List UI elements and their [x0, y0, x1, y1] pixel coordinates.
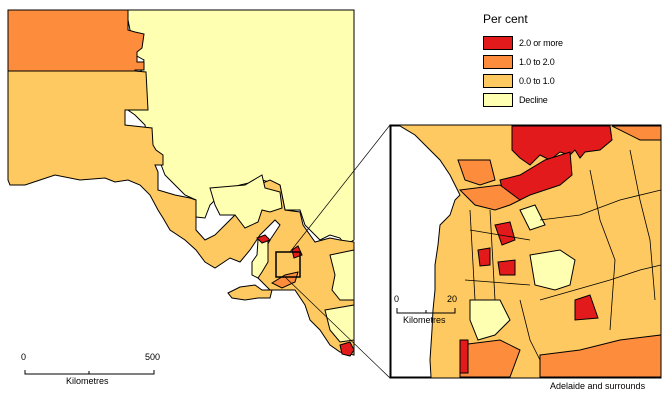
region-west: [7, 70, 355, 356]
inset-scale-unit: Kilometres: [403, 315, 446, 325]
inset-map: [389, 124, 662, 379]
inset-decline-center: [529, 249, 576, 291]
legend-swatch-yellow: [483, 92, 513, 107]
inset-boundaries: [464, 149, 662, 361]
legend-item-2-plus: 2.0 or more: [483, 33, 563, 52]
inset-decline-south: [469, 299, 511, 341]
region-red-southeast: [339, 341, 355, 357]
region-red-port: [256, 234, 271, 244]
inset-red-2: [477, 247, 491, 267]
inset-scale-bar: [396, 308, 456, 314]
region-yorke-decline: [251, 237, 269, 279]
legend-label: 0.0 to 1.0: [519, 75, 555, 86]
inset-scale-start: 0: [394, 294, 400, 304]
main-scale-start: 0: [21, 352, 27, 362]
main-scale-unit: Kilometres: [66, 376, 109, 386]
inset-red-4: [574, 294, 599, 321]
inset-orange-west: [458, 184, 521, 211]
legend-title: Per cent: [483, 12, 528, 26]
region-southeast-decline: [324, 304, 355, 343]
legend: Per cent 2.0 or more 1.0 to 2.0 0.0 to 1…: [483, 12, 563, 109]
inset-locator-box: [275, 251, 301, 278]
main-scale-bar: [24, 370, 155, 375]
legend-swatch-red: [483, 35, 513, 50]
inset-connector-bottom: [284, 276, 391, 379]
legend-swatch-light-orange: [483, 73, 513, 88]
inset-orange-ne: [611, 125, 662, 141]
inset-red-5: [459, 339, 469, 374]
region-east-decline: [329, 249, 355, 301]
inset-orange-se: [539, 334, 662, 378]
main-scale-end: 500: [145, 352, 161, 362]
legend-item-1-to-2: 1.0 to 2.0: [483, 52, 563, 71]
legend-item-decline: Decline: [483, 90, 563, 109]
legend-label: Decline: [519, 94, 548, 105]
legend-label: 2.0 or more: [519, 37, 563, 48]
legend-swatch-orange: [483, 54, 513, 69]
kangaroo-island: [227, 284, 273, 301]
inset-red-1: [494, 221, 516, 246]
inset-red-3: [497, 259, 516, 276]
inset-caption: Adelaide and surrounds: [550, 381, 646, 391]
legend-item-0-to-1: 0.0 to 1.0: [483, 71, 563, 90]
inset-sea: [390, 125, 461, 378]
region-decline-interior: [209, 174, 283, 229]
inset-connector-top: [289, 124, 391, 253]
inset-orange-nw: [457, 159, 496, 186]
region-northwest: [7, 9, 145, 72]
legend-label: 1.0 to 2.0: [519, 56, 555, 67]
inset-scale-end: 20: [447, 294, 458, 304]
inset-orange-south: [459, 339, 521, 378]
inset-decline-north: [519, 204, 546, 231]
